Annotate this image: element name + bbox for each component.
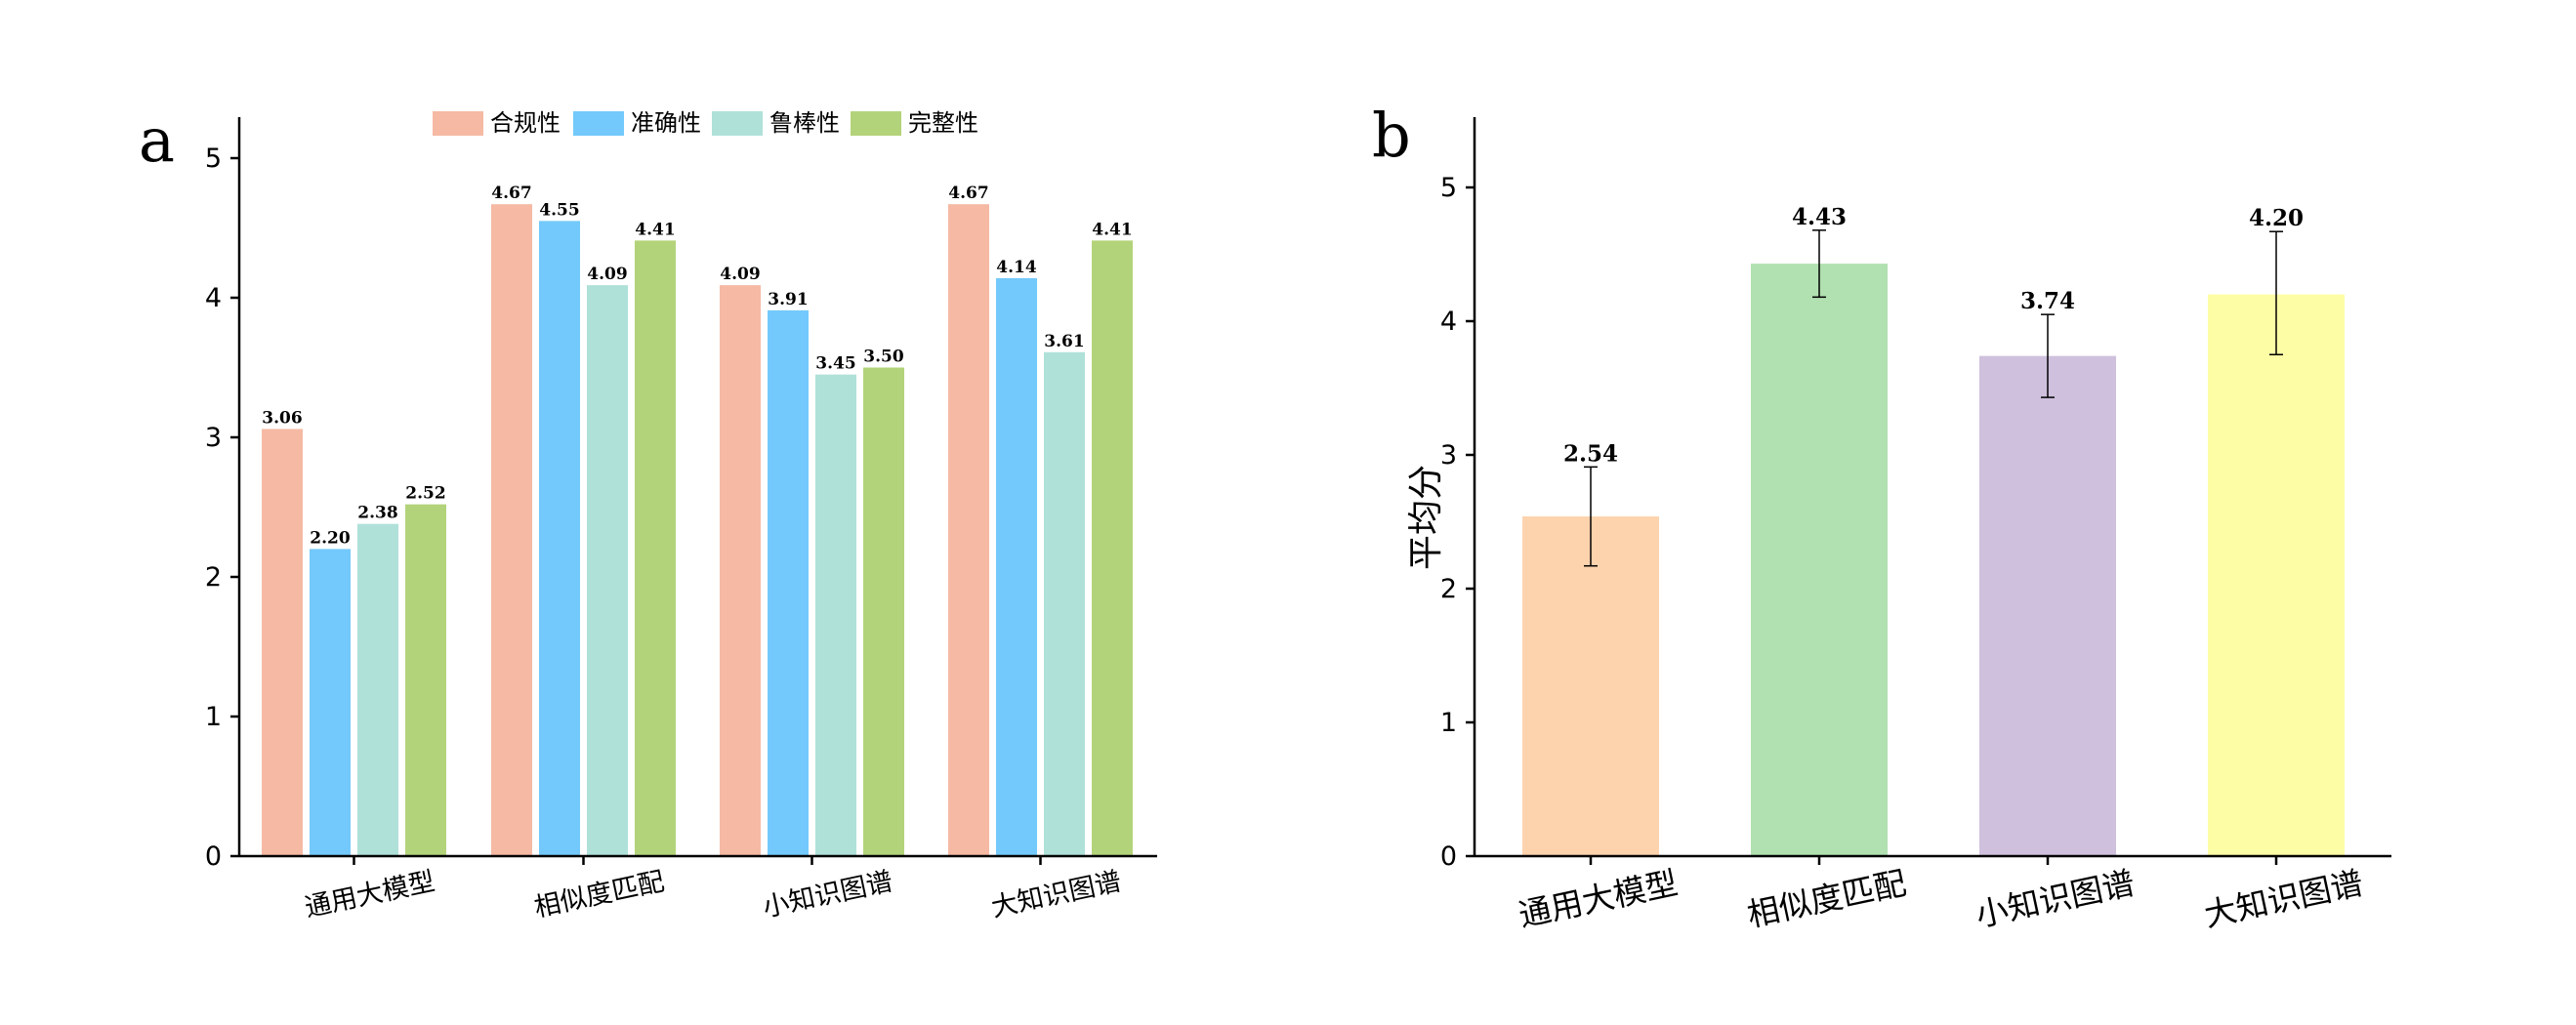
panel-b-y-axis-title: 平均分 (1406, 465, 1446, 570)
y-tick-label: 5 (205, 144, 222, 174)
panel-a-legend: 合规性 准确性 鲁棒性 完整性 (433, 109, 978, 137)
y-tick-label: 4 (1440, 307, 1457, 337)
data-label: 4.55 (539, 200, 579, 220)
panel-a-bars: 3.06 4.67 4.09 4.67 2.20 4.55 3.91 4.14 2.38 4.09… (262, 184, 1133, 857)
panel-a-letter: a (139, 104, 175, 176)
bar-1-2 (491, 204, 532, 856)
y-tick-label: 2 (1440, 574, 1457, 604)
y-tick-label: 3 (205, 423, 222, 453)
bar-1 (1522, 516, 1659, 856)
bar-3 (1979, 355, 2116, 856)
data-label: 4.41 (635, 220, 675, 239)
y-tick-label: 1 (1440, 708, 1457, 738)
panel-a: a 3.06 4.67 4.09 4.67 2.20 4.55 3.91 4.14 2.38 4.… (139, 104, 1157, 923)
data-label: 4.67 (948, 184, 988, 203)
data-label: 4.41 (1092, 220, 1132, 239)
bar-2-1 (310, 549, 351, 856)
x-tick-label: 小知识图谱 (1973, 864, 2139, 934)
y-tick-label: 3 (1440, 440, 1457, 471)
y-tick-label: 5 (1440, 173, 1457, 203)
x-tick-label: 通用大模型 (1516, 864, 1682, 934)
y-tick-label: 4 (205, 283, 222, 313)
bar-2-2 (539, 221, 580, 857)
data-label: 4.67 (491, 184, 531, 203)
y-tick-label: 0 (1440, 841, 1457, 872)
data-label: 3.74 (2020, 288, 2075, 314)
data-label: 4.14 (996, 258, 1037, 277)
bar-4-2 (635, 240, 676, 856)
bar-3-1 (357, 523, 398, 856)
panel-b: b 平均分 2.54 4.43 3.74 4.20 0 1 2 3 4 5 通用大模型 相似度匹配小… (1372, 100, 2391, 934)
data-label: 3.45 (815, 354, 855, 374)
bar-4-1 (405, 504, 446, 856)
bar-2 (1751, 264, 1888, 857)
x-tick-label: 相似度匹配 (1744, 864, 1910, 934)
x-tick-label: 相似度匹配 (531, 866, 666, 922)
data-label: 2.52 (405, 484, 445, 504)
x-tick-label: 通用大模型 (302, 866, 436, 922)
data-label: 2.54 (1563, 440, 1618, 467)
bar-4 (2208, 294, 2345, 857)
data-label: 4.09 (587, 265, 627, 284)
bar-4-4 (1092, 240, 1133, 856)
legend-label-1: 合规性 (490, 109, 561, 137)
x-tick-label: 小知识图谱 (760, 866, 894, 922)
bar-3-3 (815, 374, 856, 856)
bar-2-3 (768, 309, 809, 856)
bar-4-3 (863, 367, 904, 856)
legend-label-4: 完整性 (908, 109, 978, 137)
data-label: 3.06 (262, 408, 302, 428)
legend-swatch-1 (433, 111, 483, 136)
bar-2-4 (996, 277, 1037, 857)
data-label: 3.50 (863, 348, 904, 367)
data-label: 4.09 (720, 265, 760, 284)
panel-b-bars: 2.54 4.43 3.74 4.20 (1522, 204, 2345, 857)
data-label: 4.20 (2249, 205, 2304, 231)
legend-label-2: 准确性 (631, 109, 701, 137)
bar-3-4 (1044, 351, 1085, 856)
panel-b-letter: b (1372, 100, 1411, 171)
bar-1-3 (720, 285, 761, 856)
legend-swatch-4 (851, 111, 901, 136)
y-tick-label: 2 (205, 562, 222, 593)
x-tick-label: 大知识图谱 (2201, 864, 2367, 934)
data-label: 2.20 (310, 528, 351, 548)
y-tick-label: 1 (205, 702, 222, 732)
legend-label-3: 鲁棒性 (769, 109, 840, 137)
bar-3-2 (587, 285, 628, 856)
data-label: 2.38 (357, 504, 397, 523)
bar-1-4 (948, 204, 989, 856)
data-label: 4.43 (1792, 204, 1847, 230)
data-label: 3.61 (1044, 332, 1084, 351)
legend-swatch-3 (712, 111, 763, 136)
bar-1-1 (262, 429, 303, 856)
data-label: 3.91 (768, 290, 808, 309)
legend-swatch-2 (573, 111, 624, 136)
y-tick-label: 0 (205, 841, 222, 872)
x-tick-label: 大知识图谱 (988, 866, 1123, 922)
